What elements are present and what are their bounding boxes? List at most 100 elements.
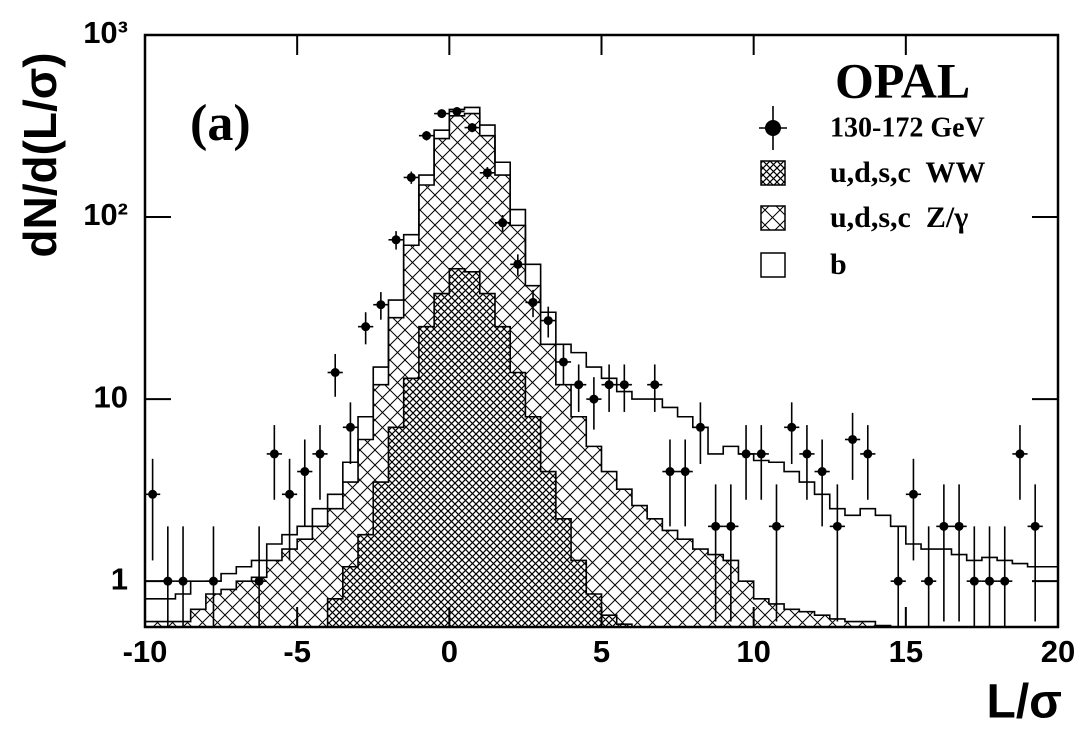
x-tick-label: 0 [441,634,458,669]
point [848,434,858,444]
data-point [571,364,587,412]
histogram-bar [312,508,328,527]
histogram-bar [601,471,618,616]
point [391,235,401,245]
histogram-bar [418,175,435,185]
histogram-bar [434,293,450,627]
point [1015,449,1025,459]
point [148,489,158,499]
histogram-bar [297,526,313,540]
experiment-label: OPAL [835,52,970,108]
histogram-bar [494,175,511,327]
histogram-bar [555,518,572,627]
histogram-bar [844,515,861,622]
point [787,422,797,432]
histogram-bar [753,598,770,627]
data-point [388,231,404,250]
data-point [205,526,222,627]
point [771,521,781,531]
point [361,322,371,332]
histogram-bar [525,416,542,627]
histogram-bar [342,482,359,567]
histogram-bar [510,372,526,627]
point [802,449,812,459]
histogram-bar [266,560,283,627]
data-point [281,458,298,561]
point [985,576,995,586]
histogram-bar [631,399,648,506]
histogram-bar [297,539,313,627]
data-point [510,254,526,276]
histogram-bar [814,494,831,616]
histogram-bar [799,482,815,612]
histogram-bar [281,549,298,627]
point [498,218,508,228]
histogram-bar [327,494,344,509]
histogram-bar [860,621,876,627]
histogram-bar [418,326,435,627]
legend-label: 130-172 GeV [830,112,985,143]
data-point [297,439,313,527]
data-point [434,109,450,119]
histogram-bar [677,539,694,627]
data-point [555,344,572,385]
histogram-bar [373,384,389,483]
data-point [997,526,1013,627]
data-point [418,131,435,141]
histogram-bar [236,566,252,582]
histogram-bar [905,543,922,627]
histogram-bar [434,138,450,294]
data-point [829,484,845,622]
point [208,576,218,586]
x-tick-label: -10 [123,634,168,669]
histogram-bar [1012,563,1028,627]
point [832,521,842,531]
x-tick-label: 5 [593,634,610,669]
data-point [784,402,800,465]
data-point [586,377,602,430]
histogram-bar [358,534,374,627]
histogram-bar [571,416,587,561]
point [817,467,827,477]
histogram-bar [358,416,374,440]
data-point [738,425,754,500]
data-point [768,484,785,622]
data-point [860,425,876,500]
data-point [540,306,556,338]
histogram-bar [464,271,481,627]
panel-label: (a) [190,95,251,152]
histogram-bar [221,589,237,627]
data-point [601,364,617,412]
data-point [479,167,495,180]
data-point [145,458,161,561]
data-point [647,364,663,412]
histogram-bar [616,391,633,490]
point [467,123,477,133]
data-point [251,526,267,627]
data-point [403,171,419,184]
data-point [844,412,861,480]
legend-marker [765,120,781,136]
histogram-bar [799,611,815,627]
histogram-bar [510,225,526,373]
histogram-bar [784,609,800,627]
point [969,576,979,586]
y-tick-label: 10² [83,197,128,232]
histogram-bar [403,378,420,627]
histogram-bar [738,581,755,627]
point [1030,521,1040,531]
legend-swatch [760,205,786,231]
x-axis-title: L/σ [987,676,1063,729]
data-point [936,484,952,622]
data-point [753,425,769,500]
data-point [951,484,967,622]
histogram-bar [829,618,846,627]
legend-label: u,d,s,c WW [830,156,985,189]
data-point [890,526,906,627]
histogram-bar [616,489,633,625]
legend: 130-172 GeV u,d,s,c WW u,d,s,c Z/γ b [759,106,985,281]
histogram-bar [692,549,709,627]
point [1000,576,1010,586]
data-point [799,425,815,500]
histogram-bar [860,508,876,622]
